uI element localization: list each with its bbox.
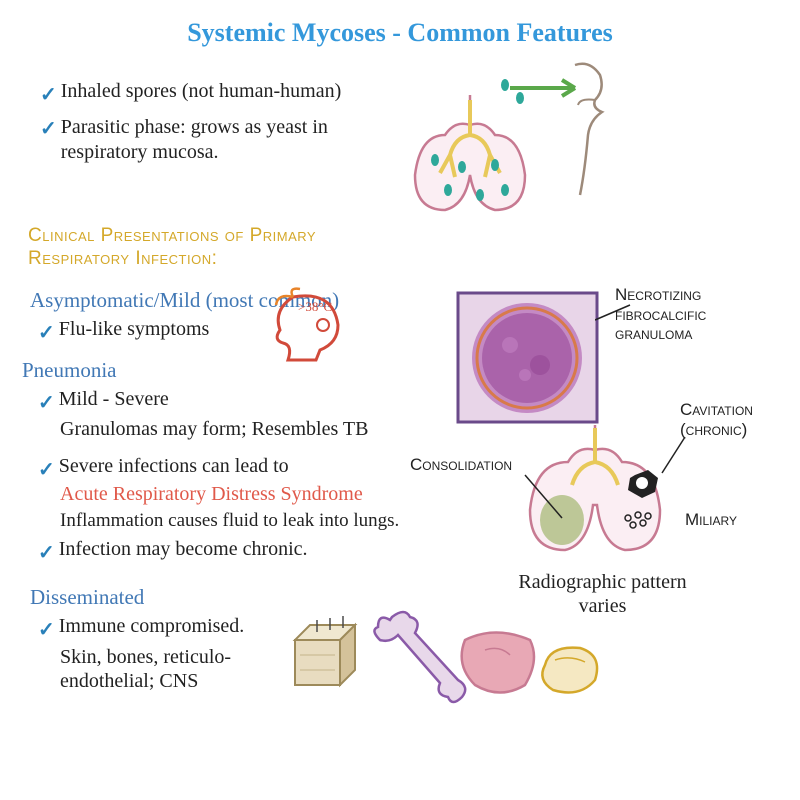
- consolidation-label: Consolidation: [410, 455, 512, 475]
- bullet-text: Infection may become chronic.: [59, 538, 308, 561]
- clinical-presentations-heading: Clinical Presentations of Primary Respir…: [28, 225, 368, 271]
- bullet-text: Mild - Severe: [59, 388, 169, 411]
- cavitation-label: Cavitation (chronic): [680, 400, 790, 439]
- check-icon: ✓: [38, 540, 55, 565]
- temp-label: >38°C: [298, 299, 332, 314]
- intro-bullet-2: ✓ Parasitic phase: grows as yeast in res…: [40, 115, 360, 165]
- bullet-text: Immune compromised.: [59, 615, 245, 638]
- pneumonia-bullet-2: ✓ Severe infections can lead to: [38, 455, 289, 482]
- ards-line: Acute Respiratory Distress Syndrome: [60, 483, 363, 506]
- disseminated-heading: Disseminated: [30, 585, 144, 610]
- disseminated-bullet: ✓ Immune compromised.: [38, 615, 244, 642]
- intro-bullet-1: ✓ Inhaled spores (not human-human): [40, 80, 341, 107]
- inhalation-lungs-illustration: [380, 50, 640, 220]
- granuloma-line: Granulomas may form; Resembles TB: [60, 418, 368, 441]
- pneumonia-heading: Pneumonia: [22, 358, 117, 383]
- bullet-text: Severe infections can lead to: [59, 455, 289, 478]
- disseminated-subline: Skin, bones, reticulo-endothelial; CNS: [60, 645, 290, 693]
- check-icon: ✓: [40, 117, 57, 142]
- pneumonia-bullet-1: ✓ Mild - Severe: [38, 388, 169, 415]
- check-icon: ✓: [38, 617, 55, 642]
- necrotizing-label: Necrotizing fibrocalcific granuloma: [615, 285, 785, 344]
- check-icon: ✓: [38, 390, 55, 415]
- cavitation-pointer: [660, 435, 690, 475]
- bullet-text: Inhaled spores (not human-human): [61, 80, 341, 103]
- check-icon: ✓: [38, 320, 55, 345]
- inflam-line: Inflammation causes fluid to leak into l…: [60, 510, 399, 532]
- consolidation-pointer: [520, 470, 570, 525]
- check-icon: ✓: [38, 457, 55, 482]
- check-icon: ✓: [40, 82, 57, 107]
- granuloma-micrograph: [455, 290, 600, 425]
- fever-head-illustration: >38°C: [258, 285, 368, 365]
- disseminated-organs-illustration: [290, 605, 610, 720]
- asymptomatic-bullet: ✓ Flu-like symptoms: [38, 318, 209, 345]
- pneumonia-bullet-3: ✓ Infection may become chronic.: [38, 538, 308, 565]
- miliary-label: Miliary: [685, 510, 737, 530]
- page-title: Systemic Mycoses - Common Features: [0, 0, 800, 56]
- bullet-text: Parasitic phase: grows as yeast in respi…: [61, 115, 360, 165]
- bullet-text: Flu-like symptoms: [59, 318, 210, 341]
